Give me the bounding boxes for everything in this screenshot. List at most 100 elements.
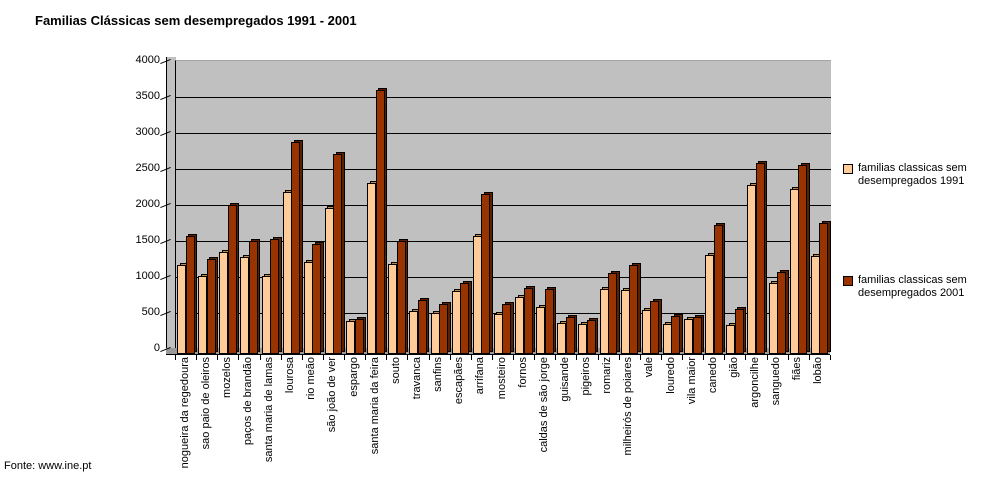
x-axis-tick	[449, 355, 451, 360]
x-axis-tick	[217, 355, 219, 360]
bar-2001	[248, 241, 258, 354]
x-axis-label: guisande	[558, 357, 571, 402]
gridline	[176, 97, 831, 98]
bar-2001	[354, 319, 364, 354]
x-axis-tick	[555, 355, 557, 360]
bar-2001	[206, 259, 216, 354]
bar-2001	[291, 142, 301, 354]
bar-2001	[396, 240, 406, 354]
x-axis-tick	[618, 355, 620, 360]
gridline	[176, 133, 831, 134]
gridline	[176, 277, 831, 278]
x-axis-label: arrifana	[474, 357, 487, 395]
y-axis-label: 2000	[135, 198, 160, 210]
x-axis-label: pigeiros	[580, 357, 593, 396]
x-axis-label: sanguedo	[770, 357, 783, 406]
bar-2001	[755, 162, 765, 354]
bar-2001	[227, 204, 237, 354]
bar-2001	[734, 309, 744, 354]
x-axis-label: escapães	[453, 357, 466, 405]
y-axis-label: 2500	[135, 162, 160, 174]
x-axis-label: louredo	[664, 357, 677, 394]
x-axis-tick	[745, 355, 747, 360]
bar-2001	[185, 236, 195, 354]
x-axis-label: espargo	[347, 357, 360, 397]
x-axis-tick	[238, 355, 240, 360]
gridline	[176, 205, 831, 206]
x-axis-tick	[344, 355, 346, 360]
x-axis-label: gião	[727, 357, 740, 378]
x-axis-label: rio meão	[305, 357, 318, 400]
x-axis-tick	[301, 355, 303, 360]
legend-label-2001: familias classicas sem desempregados 200…	[858, 274, 967, 299]
bar-2001	[502, 304, 512, 354]
x-axis-label: milheirós de poiares	[622, 357, 635, 456]
x-axis-label: argoncilhe	[749, 357, 762, 408]
legend-item-2001: familias classicas sem desempregados 200…	[843, 274, 980, 300]
bar-2001	[692, 317, 702, 354]
bar-2001	[460, 283, 470, 354]
x-axis-tick	[724, 355, 726, 360]
x-axis-tick	[259, 355, 261, 360]
bar-2001	[333, 153, 343, 354]
x-axis-tick	[322, 355, 324, 360]
bar-2001	[586, 320, 596, 354]
x-axis-tick	[428, 355, 430, 360]
x-axis-tick	[597, 355, 599, 360]
x-axis-label: sao paio de oleiros	[199, 357, 212, 450]
chart-title: Familias Clássicas sem desempregados 199…	[35, 13, 357, 28]
x-axis-tick	[639, 355, 641, 360]
x-axis-label: fornos	[516, 357, 529, 388]
bar-2001	[439, 304, 449, 354]
y-axis-label: 3000	[135, 126, 160, 138]
x-axis-tick	[534, 355, 536, 360]
bar-2001	[671, 315, 681, 354]
x-axis-label: caldas de são jorge	[537, 357, 550, 453]
x-axis-label: santa maria da feira	[368, 357, 381, 455]
y-axis-label: 500	[141, 306, 160, 318]
bar-2001	[565, 317, 575, 354]
x-axis-tick	[830, 355, 831, 360]
x-axis-tick	[766, 355, 768, 360]
x-axis-tick	[365, 355, 367, 360]
x-axis-label: romariz	[601, 357, 614, 394]
bar-2001	[819, 222, 829, 354]
x-axis-label: vila maior	[685, 357, 698, 405]
y-axis-label: 3500	[135, 90, 160, 102]
bar-2001	[650, 301, 660, 354]
gridline	[176, 241, 831, 242]
x-axis-label: fiães	[791, 357, 804, 381]
bar-2001	[798, 165, 808, 354]
bar-2001	[270, 239, 280, 354]
gridline	[176, 169, 831, 170]
x-axis-label: canedo	[706, 357, 719, 394]
bar-2001	[312, 243, 322, 354]
x-axis-tick	[491, 355, 493, 360]
x-axis-tick	[787, 355, 789, 360]
source-note: Fonte: www.ine.pt	[4, 460, 92, 472]
x-axis-tick	[682, 355, 684, 360]
x-axis-tick	[808, 355, 810, 360]
x-axis-tick	[470, 355, 472, 360]
bar-2001	[777, 271, 787, 354]
x-axis-label: sanfins	[432, 357, 445, 392]
bar-2001	[523, 288, 533, 354]
x-axis-tick	[280, 355, 282, 360]
x-axis-label: vale	[643, 357, 656, 378]
bar-2001	[375, 90, 385, 354]
x-axis-tick	[175, 355, 176, 360]
x-axis-label: travanca	[410, 357, 423, 400]
bar-layer	[175, 60, 831, 354]
x-axis-tick	[703, 355, 705, 360]
y-axis-label: 1000	[135, 270, 160, 282]
bar-2001	[608, 273, 618, 354]
x-axis-label: souto	[389, 357, 402, 384]
bar-2001	[481, 193, 491, 354]
bar-2001	[629, 265, 639, 354]
bar-2001	[544, 288, 554, 354]
x-axis-label: nogueira da regedoura	[178, 357, 191, 469]
legend-swatch-2001	[843, 276, 853, 286]
x-axis-label: mosteiro	[495, 357, 508, 400]
x-axis-tick	[386, 355, 388, 360]
